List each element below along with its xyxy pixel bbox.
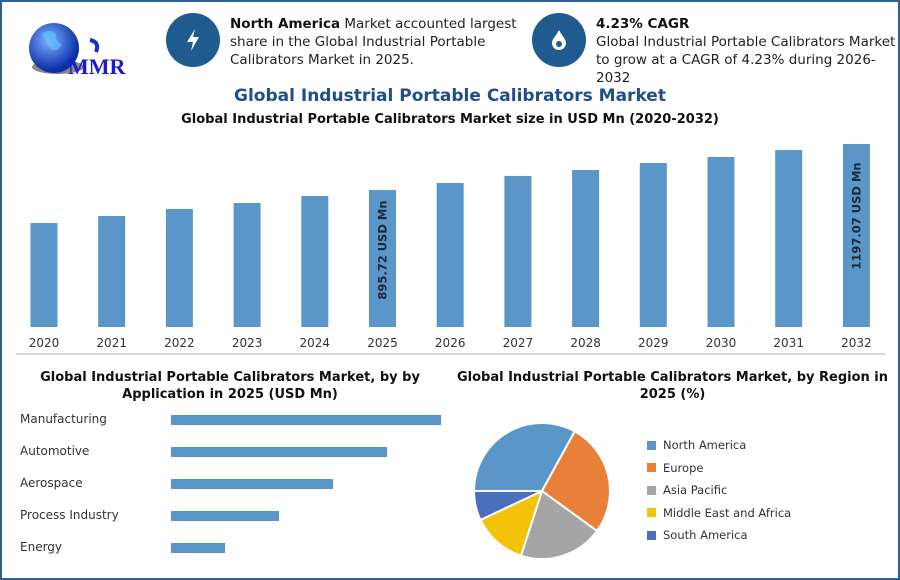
x-tick-label: 2029 — [638, 336, 669, 350]
legend-swatch — [647, 440, 656, 450]
x-tick-label: 2021 — [96, 336, 127, 350]
page-title: Global Industrial Portable Calibrators M… — [234, 86, 666, 106]
x-tick-label: 2023 — [232, 336, 263, 350]
bar-energy — [171, 543, 225, 553]
x-tick-label: 2022 — [164, 336, 195, 350]
bar-chart-title: Global Industrial Portable Calibrators M… — [181, 112, 719, 127]
legend-swatch — [647, 530, 656, 540]
legend-swatch — [647, 463, 656, 472]
logo: MMR — [18, 12, 138, 80]
legend-item: Europe — [647, 461, 791, 475]
category-label: Manufacturing — [20, 412, 107, 426]
x-tick-label: 2026 — [435, 336, 466, 350]
bar-2029 — [639, 162, 667, 327]
x-tick-label: 2030 — [706, 336, 737, 350]
bar-aerospace — [171, 479, 333, 489]
bar-2026 — [436, 182, 464, 327]
lightning-icon — [166, 13, 220, 67]
legend-swatch — [647, 508, 656, 517]
bar-2027 — [504, 175, 532, 327]
bar-automotive — [171, 447, 387, 457]
application-chart-title: Global Industrial Portable Calibrators M… — [40, 370, 420, 402]
pie-legend: North America Europe Asia Pacific Middle Ea… — [647, 438, 791, 551]
market-size-bar-chart: 2020 2021 2022 2023 2024 2025 895.72 USD Mn 202… — [16, 144, 885, 355]
pie-slice-south-america — [472, 490, 543, 522]
x-tick-label: 2024 — [300, 336, 331, 350]
bar-2032 — [842, 144, 870, 327]
category-label: Automotive — [20, 444, 90, 458]
category-label: Energy — [20, 540, 63, 554]
bar-2024 — [301, 195, 329, 327]
legend-item: South America — [647, 528, 791, 542]
legend-label: Europe — [663, 460, 704, 475]
pie-slice-europe — [540, 430, 611, 533]
bar-2021 — [98, 216, 126, 327]
bar-manufacturing — [171, 415, 441, 425]
bar-2020 — [30, 223, 58, 327]
bar-2022 — [165, 208, 193, 327]
globe-logo-icon: MMR — [29, 23, 127, 79]
legend-item: North America — [647, 438, 791, 452]
highlight-cagr: 4.23% CAGR Global Industrial Portable Cal… — [596, 16, 896, 86]
category-label: Aerospace — [20, 476, 83, 490]
x-tick-label: 2020 — [29, 336, 60, 350]
x-tick-label: 2025 — [367, 336, 398, 350]
legend-swatch — [647, 485, 656, 495]
legend-item: Middle East and Africa — [647, 506, 791, 520]
legend-label: South America — [663, 528, 748, 542]
category-label: Process Industry — [20, 508, 119, 522]
svg-text:MMR: MMR — [68, 54, 127, 79]
flame-drop-icon — [532, 13, 586, 67]
bar-2028 — [572, 169, 600, 327]
region-chart-title: Global Industrial Portable Calibrators M… — [456, 370, 889, 402]
pie-slice-north-america — [472, 422, 577, 492]
application-bar-chart: Manufacturing Automotive Aerospace Process … — [0, 405, 450, 575]
x-tick-label: 2032 — [841, 336, 872, 350]
legend-label: North America — [663, 438, 747, 452]
region-pie-chart — [472, 422, 611, 560]
pie-slice-middle-east-and-africa — [479, 489, 544, 557]
bar-2023 — [233, 203, 261, 327]
bar-process-industry — [171, 511, 279, 521]
data-label: 895.72 USD Mn — [376, 200, 390, 299]
bar-2030 — [707, 157, 735, 327]
legend-label: Asia Pacific — [663, 483, 728, 497]
x-tick-label: 2031 — [773, 336, 804, 350]
highlight-north-america: North America Market accounted largest s… — [230, 16, 517, 68]
x-tick-label: 2028 — [570, 336, 601, 350]
legend-item: Asia Pacific — [647, 483, 791, 497]
x-tick-label: 2027 — [503, 336, 534, 350]
data-label: 1197.07 USD Mn — [849, 162, 863, 269]
bar-2031 — [775, 149, 803, 327]
pie-slice-asia-pacific — [519, 489, 599, 560]
bar-2025 — [369, 190, 396, 327]
legend-label: Middle East and Africa — [663, 505, 792, 520]
